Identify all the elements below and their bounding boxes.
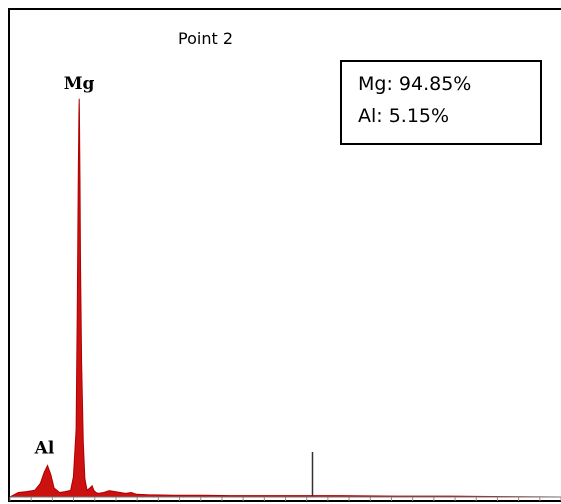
x-axis-ticks xyxy=(9,497,561,501)
composition-box: Mg: 94.85% Al: 5.15% xyxy=(340,60,542,145)
composition-box-frame xyxy=(340,60,542,145)
spectrum-series-area xyxy=(9,98,561,498)
peak-label-mg: Mg xyxy=(64,74,95,94)
composition-mg: Mg: 94.85% xyxy=(358,73,471,95)
composition-al: Al: 5.15% xyxy=(358,105,449,127)
chart-title: Point 2 xyxy=(178,29,233,48)
peak-label-al: Al xyxy=(34,439,55,459)
